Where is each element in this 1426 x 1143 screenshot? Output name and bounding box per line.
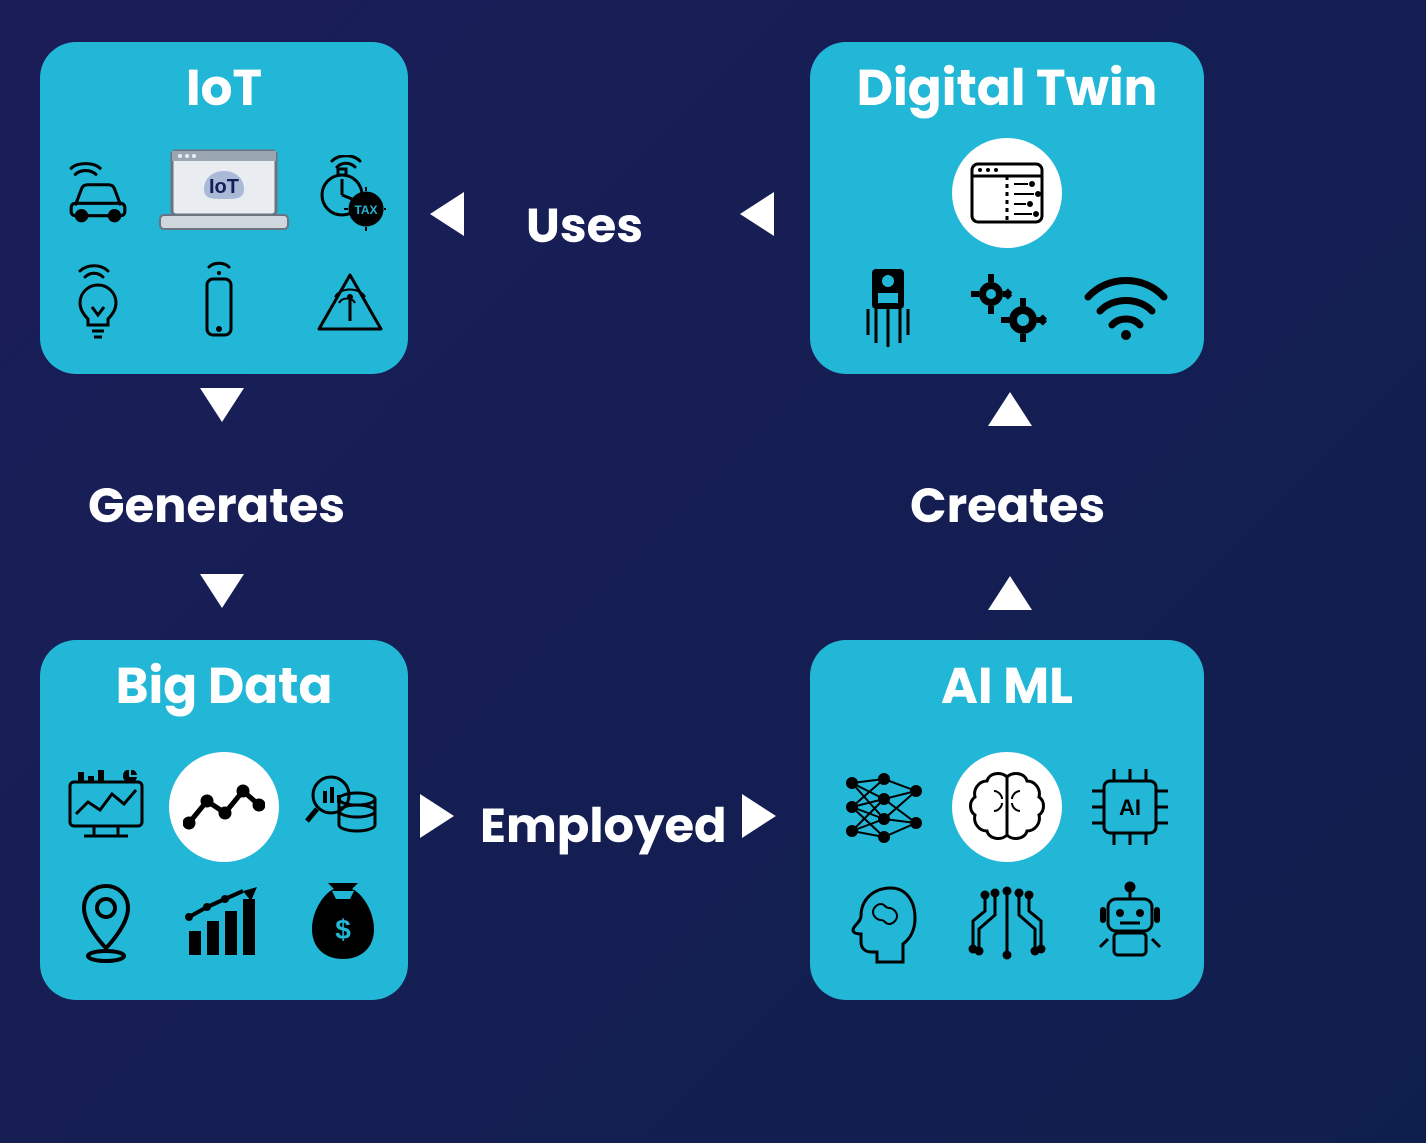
- edge-label-employed: Employed: [480, 790, 727, 862]
- neural-net-icon: [842, 771, 926, 843]
- arrow-up-icon: [988, 576, 1032, 610]
- dashboard-chart-icon: [64, 770, 148, 844]
- brain-icon: [952, 752, 1062, 862]
- robot-icon: [1090, 881, 1170, 965]
- arrow-down-icon: [200, 574, 244, 608]
- ai-chip-icon: AI: [1088, 765, 1172, 849]
- stopwatch-tax-icon: TAX: [314, 155, 386, 231]
- arrow-up-icon: [988, 392, 1032, 426]
- arrow-right-icon: [420, 794, 454, 838]
- magnify-db-icon: [303, 769, 383, 845]
- map-pin-icon: [74, 882, 138, 964]
- edge-label-generates: Generates: [88, 470, 345, 542]
- edge-label-uses: Uses: [526, 190, 643, 262]
- node-digital-twin: Digital Twin: [810, 42, 1204, 374]
- node-ai-ml: AI ML: [810, 640, 1204, 1000]
- svg-text:AI: AI: [1119, 795, 1141, 820]
- window-circuit-icon: [952, 138, 1062, 248]
- smartphone-icon: [199, 261, 249, 343]
- node-digital-twin-title: Digital Twin: [857, 60, 1158, 115]
- node-big-data: Big Data: [40, 640, 408, 1000]
- arrow-right-icon: [742, 794, 776, 838]
- svg-text:TAX: TAX: [354, 203, 377, 217]
- node-ai-ml-title: AI ML: [941, 658, 1073, 713]
- money-bag-icon: $: [308, 883, 378, 963]
- wifi-icon: [1082, 275, 1170, 341]
- head-brain-icon: [847, 882, 921, 964]
- chip-icon: [856, 265, 920, 351]
- car-icon: [65, 162, 131, 224]
- arrow-left-icon: [430, 192, 464, 236]
- circuit-lines-icon: [965, 885, 1049, 961]
- diagram-canvas: IoT IoT: [0, 0, 1426, 1143]
- node-big-data-title: Big Data: [116, 658, 333, 713]
- lightbulb-icon: [68, 263, 128, 341]
- antenna-warning-icon: [315, 269, 385, 335]
- node-iot-title: IoT: [186, 60, 262, 115]
- bar-chart-up-icon: [183, 887, 265, 959]
- node-iot: IoT IoT: [40, 42, 408, 374]
- gears-icon: [965, 272, 1049, 344]
- line-chart-icon: [169, 752, 279, 862]
- arrow-down-icon: [200, 388, 244, 422]
- arrow-left-icon: [740, 192, 774, 236]
- svg-text:$: $: [335, 914, 351, 945]
- laptop-iot-icon: IoT: [154, 145, 294, 241]
- laptop-iot-label: IoT: [209, 176, 239, 198]
- edge-label-creates: Creates: [910, 470, 1105, 542]
